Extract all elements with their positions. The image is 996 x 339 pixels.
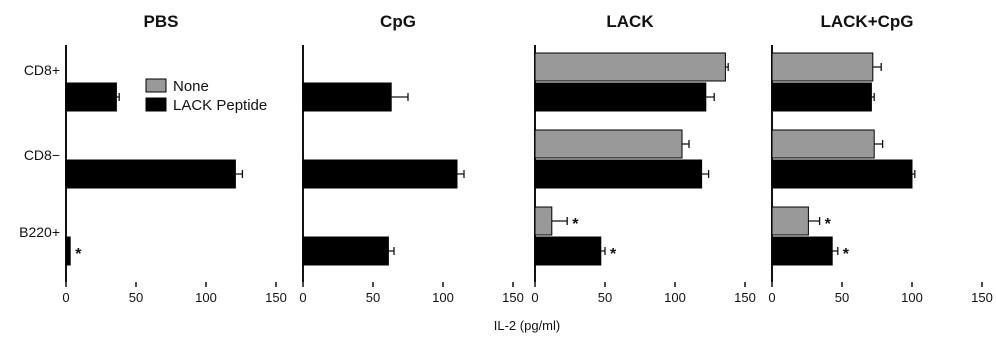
legend: None LACK Peptide [145,78,267,114]
error-bar [912,170,916,178]
bar [771,159,913,189]
bar [65,159,236,189]
error-bar [725,63,729,71]
x-tick-label: 150 [265,290,287,305]
legend-label: LACK Peptide [173,97,267,114]
bar [302,159,458,189]
legend-swatch [145,97,167,112]
panel: CpG 0 50 100 150 [299,12,523,305]
significance-marker: * [843,246,850,263]
x-tick-label: 50 [129,290,143,305]
category-label: CD8+ [24,62,60,78]
bar [771,129,875,159]
bar [771,52,874,82]
x-tick-label: 150 [502,290,524,305]
panel: PBS 0 50 100 150 * [62,12,286,305]
error-bar [391,93,409,101]
panel: LACK 0 50 100 150 * * [531,12,755,305]
error-bar [235,170,244,178]
bar [534,159,703,189]
error-bar [701,170,710,178]
x-tick-label: 150 [971,290,993,305]
significance-marker: * [572,216,579,233]
error-bar [832,247,839,255]
legend-label: None [173,78,209,95]
x-tick-label: 50 [835,290,849,305]
error-bar [874,140,884,148]
x-tick-label: 100 [664,290,686,305]
category-label: B220+ [19,224,60,240]
error-bar [705,93,715,101]
x-tick-label: 0 [62,290,69,305]
significance-marker: * [825,216,832,233]
error-bar [457,170,465,178]
bar [771,82,872,112]
x-tick-label: 0 [768,290,775,305]
error-bar [872,63,882,71]
legend-swatch [145,78,167,93]
error-bar [600,247,606,255]
significance-marker: * [610,246,617,263]
panel-title: CpG [380,12,416,31]
panel: LACK+CpG 0 50 100 150 * * [768,12,992,305]
bar [534,82,707,112]
x-tick-label: 0 [299,290,306,305]
panel-title: PBS [144,12,179,31]
panel-title: LACK [606,12,654,31]
significance-marker: * [75,246,82,263]
bar [534,206,553,236]
x-tick-label: 100 [901,290,923,305]
bar [771,236,833,266]
panel-title: LACK+CpG [820,12,913,31]
error-bar [116,93,120,101]
x-tick-label: 50 [598,290,612,305]
bar [771,206,809,236]
error-bar [551,217,568,225]
bar [65,236,71,266]
x-tick-label: 150 [734,290,756,305]
error-bar [808,217,821,225]
x-tick-label: 50 [366,290,380,305]
bar [534,52,726,82]
error-bar [682,140,690,148]
x-tick-label: 100 [432,290,454,305]
category-label: CD8− [24,147,60,163]
bar [302,236,389,266]
error-bar [388,247,395,255]
bar [534,129,683,159]
bar [534,236,602,266]
x-tick-label: 100 [195,290,217,305]
x-tick-label: 0 [531,290,538,305]
x-axis-label: IL-2 (pg/ml) [494,318,560,333]
bar [302,82,392,112]
error-bar [871,93,875,101]
bar [65,82,117,112]
